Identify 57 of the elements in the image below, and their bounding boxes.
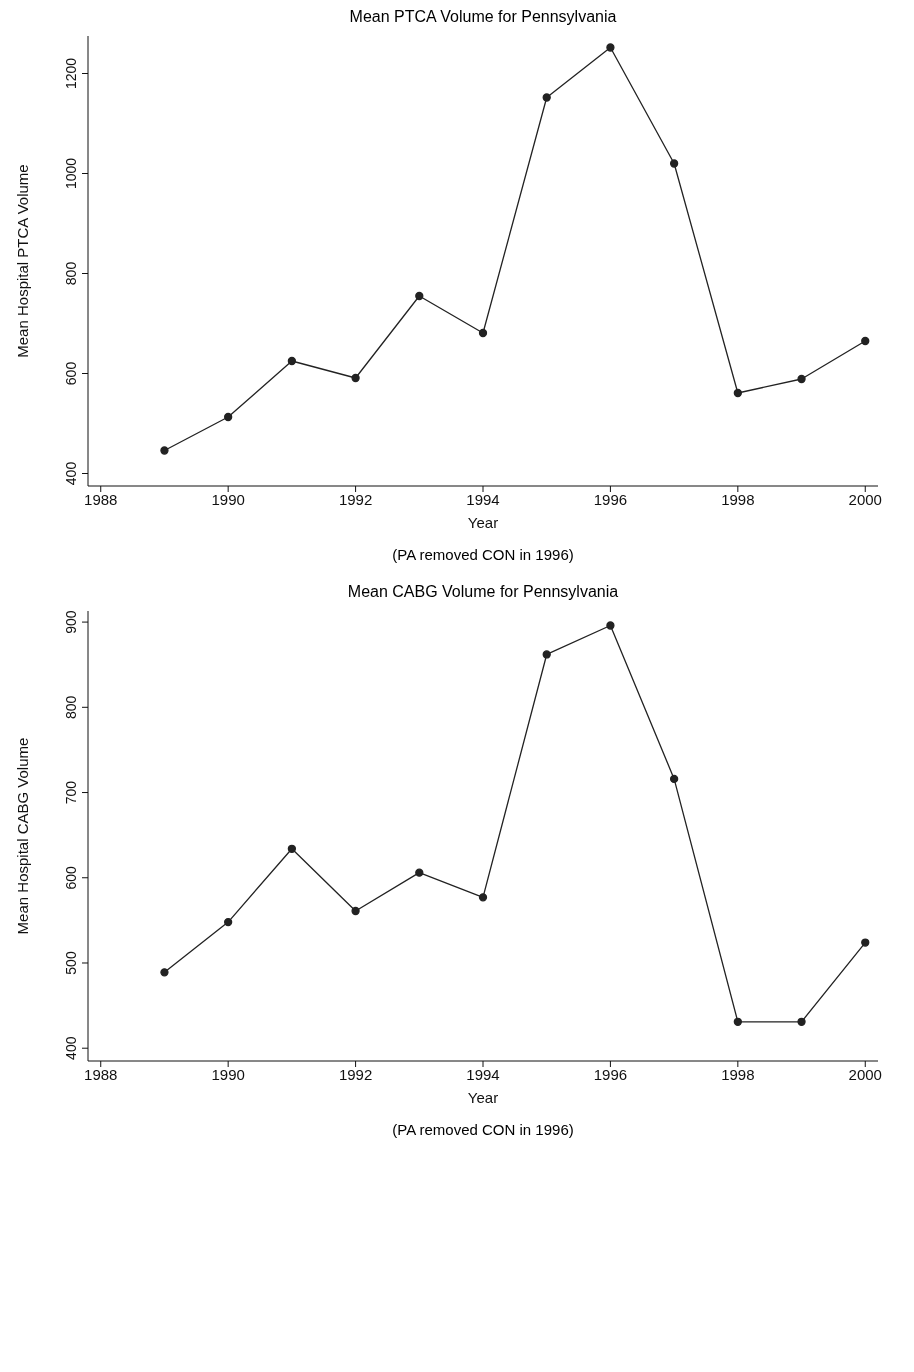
- point: [478, 893, 488, 902]
- text: (PA removed CON in 1996): [391, 546, 575, 563]
- point: [415, 868, 424, 877]
- x-tick-label: 1992: [338, 490, 373, 508]
- x-tick-label: 1990: [211, 1065, 245, 1083]
- point: [797, 374, 806, 384]
- point: [160, 446, 169, 455]
- x-tick-label: 1994: [466, 1065, 500, 1083]
- x-axis-title: Year: [467, 514, 499, 531]
- point: [287, 356, 297, 366]
- y-tick-label: 700: [63, 780, 79, 805]
- point: [542, 650, 551, 659]
- x-tick-label: 1992: [338, 1065, 373, 1083]
- point: [224, 412, 233, 422]
- x-tick-label: 1996: [593, 1065, 628, 1083]
- x-tick-label: 1996: [593, 490, 628, 508]
- x-tick-label: 2000: [848, 1065, 882, 1083]
- point: [287, 844, 297, 853]
- point: [160, 968, 169, 977]
- point: [415, 291, 424, 301]
- y-tick-label: 800: [63, 695, 79, 719]
- x-tick-label: 1988: [84, 1065, 118, 1083]
- point: [797, 1017, 806, 1026]
- point: [669, 774, 679, 784]
- x-tick-label: 1998: [721, 490, 755, 508]
- chart-title: Mean PTCA Volume for Pennsylvania: [348, 8, 618, 26]
- point: [542, 93, 551, 102]
- point: [351, 906, 360, 916]
- x-tick-label: 2000: [848, 490, 882, 508]
- point: [861, 336, 870, 346]
- y-tick-label: 400: [63, 1036, 79, 1060]
- point: [606, 43, 615, 52]
- y-tick-label: 800: [63, 261, 79, 286]
- point: [733, 388, 742, 398]
- y-tick-label: 900: [63, 610, 79, 634]
- y-tick-label: 1000: [63, 157, 79, 190]
- point: [478, 328, 488, 338]
- y-axis-title: Mean Hospital CABG Volume: [14, 737, 32, 935]
- y-tick-label: 600: [63, 361, 79, 386]
- point: [733, 1017, 742, 1026]
- y-tick-label: 600: [63, 865, 79, 890]
- y-tick-label: 500: [63, 951, 79, 975]
- point: [224, 917, 233, 927]
- x-tick-label: 1994: [466, 490, 500, 508]
- text: (PA removed CON in 1996): [391, 1121, 575, 1138]
- chart-title: Mean CABG Volume for Pennsylvania: [346, 583, 620, 601]
- point: [861, 938, 870, 947]
- y-axis-title: Mean Hospital PTCA Volume: [14, 164, 32, 358]
- y-tick-label: 1200: [63, 57, 79, 90]
- point: [669, 159, 679, 168]
- point: [606, 621, 615, 630]
- x-axis-title: Year: [467, 1089, 499, 1106]
- x-tick-label: 1998: [721, 1065, 755, 1083]
- x-tick-label: 1988: [84, 490, 118, 508]
- point: [351, 373, 360, 383]
- x-tick-label: 1990: [211, 490, 245, 508]
- y-tick-label: 400: [63, 461, 79, 486]
